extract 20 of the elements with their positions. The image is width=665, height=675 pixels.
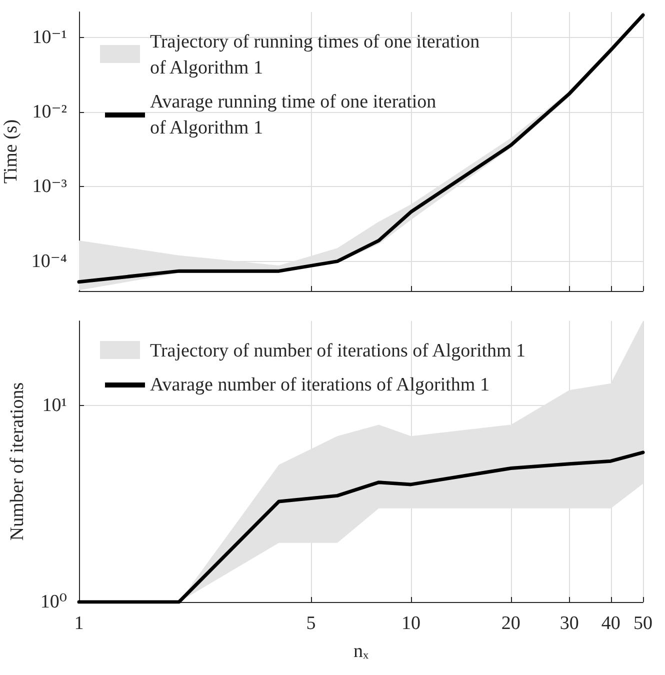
x-tick-label: 10 bbox=[401, 613, 420, 634]
y-axis-title: Time (s) bbox=[0, 119, 22, 184]
annotation: Trajectory of running times of one iteration of Algorithm 1 bbox=[150, 32, 480, 78]
y-tick-label: 10⁻⁴ bbox=[31, 250, 68, 272]
y-tick-label: 10⁰ bbox=[40, 592, 68, 612]
x-tick-label: 1 bbox=[74, 613, 84, 634]
y-axis-title: Number of iterations bbox=[7, 382, 28, 541]
x-tick-label: 5 bbox=[306, 613, 316, 634]
x-tick-label: 50 bbox=[634, 613, 652, 634]
y-tick-label: 10⁻³ bbox=[32, 176, 68, 198]
x-axis-title: nₓ bbox=[353, 641, 369, 662]
y-tick-label: 10¹ bbox=[42, 395, 68, 416]
y-tick-label: 10⁻¹ bbox=[32, 27, 68, 48]
legend-label: Avarage number of iterations of Algorithm 1 bbox=[150, 374, 490, 396]
x-tick-label: 20 bbox=[501, 613, 520, 634]
y-tick-label: 10⁻² bbox=[32, 102, 68, 123]
legend-label: Avarage running time of one iteration of Algorithm 1 bbox=[150, 92, 437, 138]
x-tick-label: 30 bbox=[560, 613, 579, 634]
annotation: Trajectory of number of iterations of Algorithm 1 bbox=[150, 340, 526, 362]
x-tick-label: 40 bbox=[601, 613, 620, 634]
